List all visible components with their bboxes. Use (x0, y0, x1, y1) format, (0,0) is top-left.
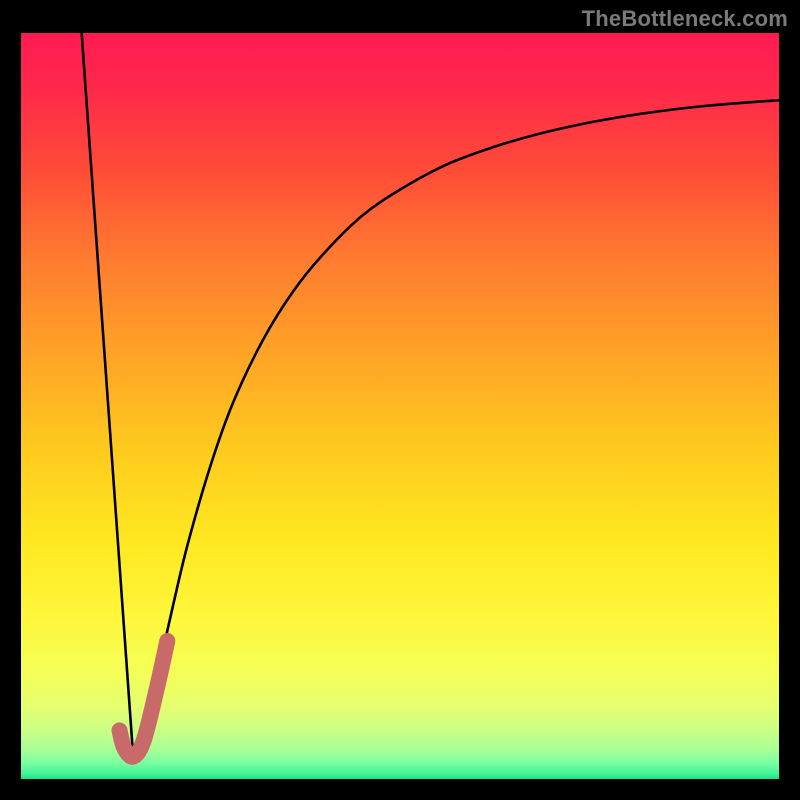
watermark-text: TheBottleneck.com (582, 6, 788, 32)
curve-right (133, 100, 779, 756)
plot-area (21, 33, 779, 779)
chart-stage: TheBottleneck.com (0, 0, 800, 800)
curve-layer (21, 33, 779, 779)
curve-left (82, 33, 134, 757)
hook-marker-dot (112, 723, 128, 739)
